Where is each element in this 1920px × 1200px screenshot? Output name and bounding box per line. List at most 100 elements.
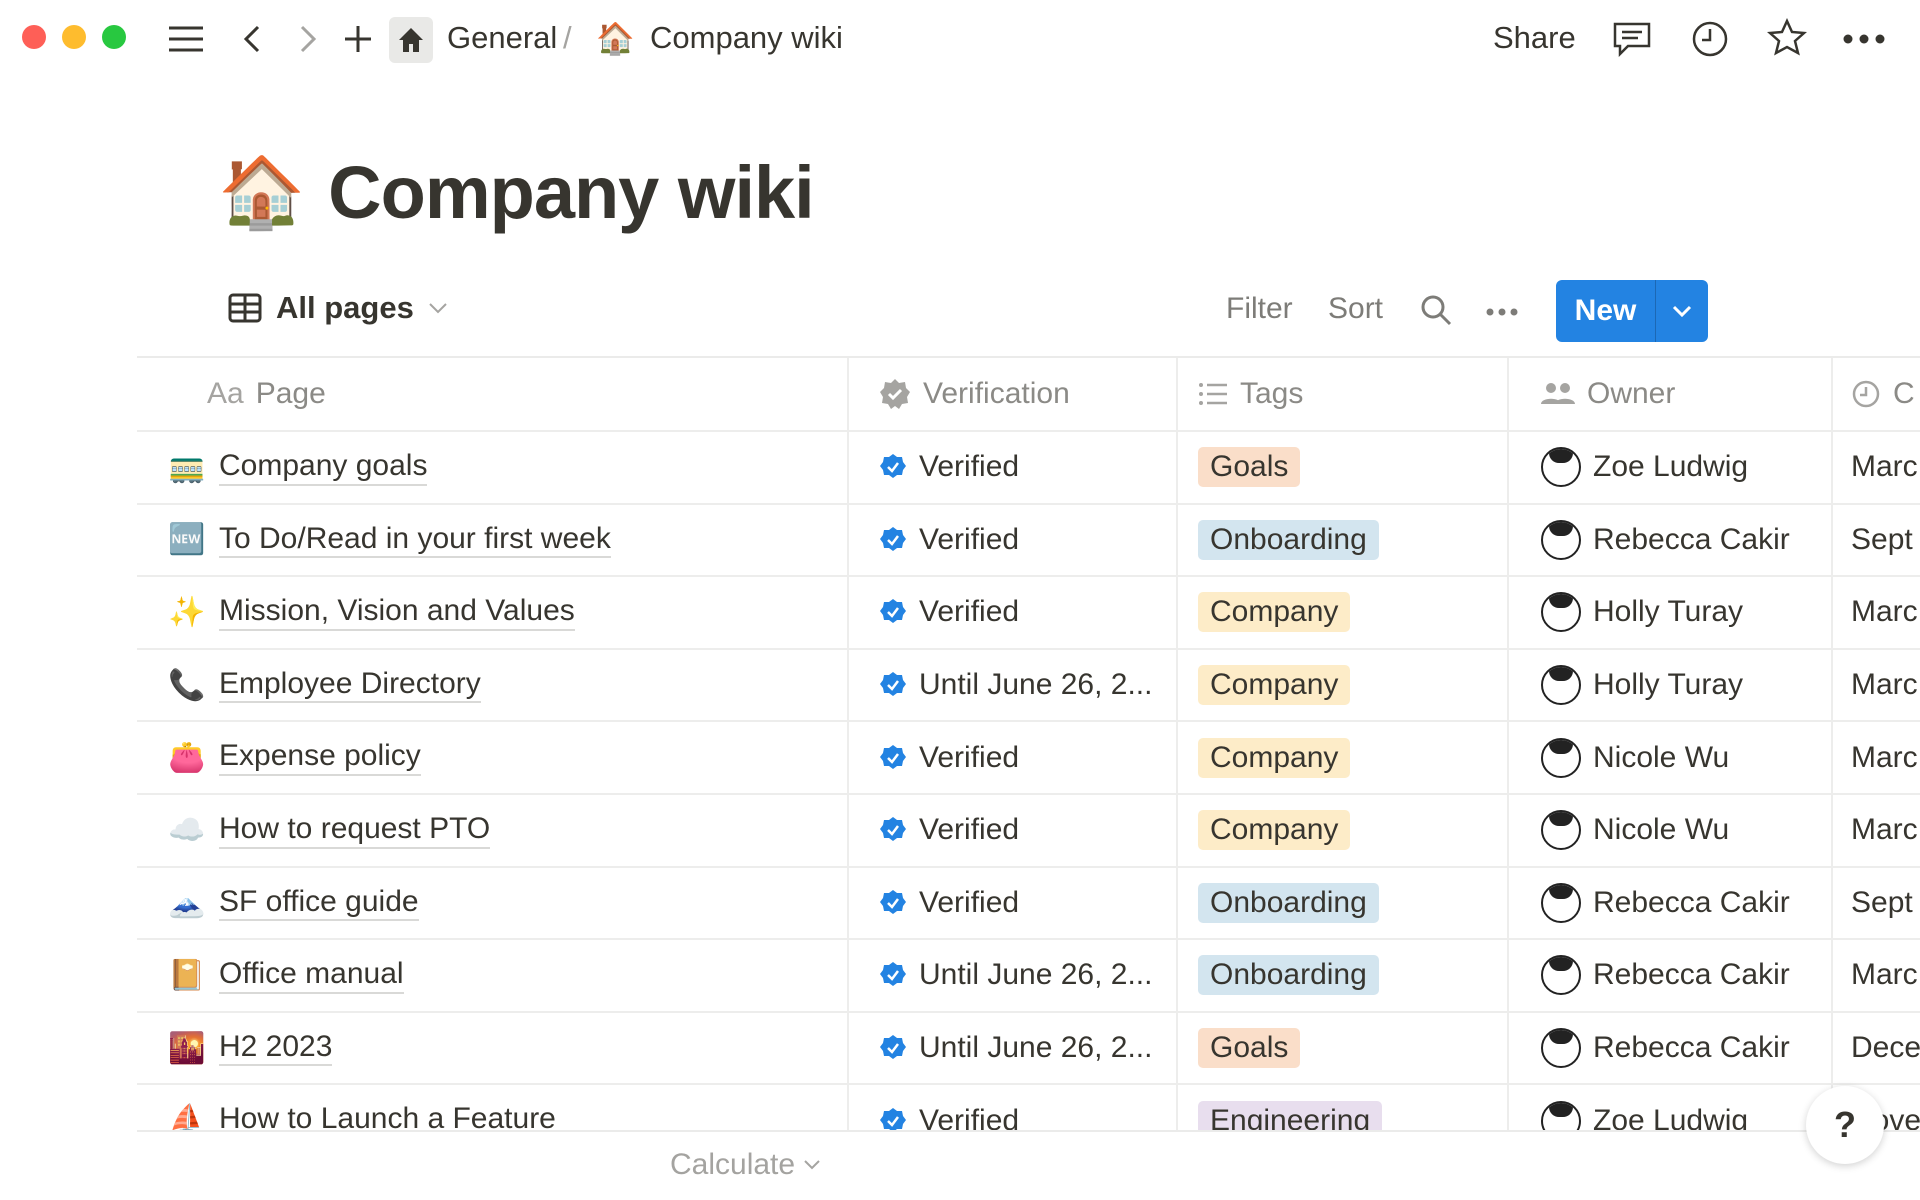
tags-cell[interactable]: Onboarding	[1178, 504, 1509, 576]
owner-cell[interactable]: Zoe Ludwig	[1509, 1085, 1833, 1130]
page-cell[interactable]: 📞 Employee Directory	[137, 649, 849, 721]
page-link[interactable]: Employee Directory	[219, 667, 481, 704]
column-header-owner[interactable]: Owner	[1509, 358, 1833, 430]
table-row[interactable]: ✨ Mission, Vision and Values Verified Com…	[137, 577, 1920, 650]
comments-icon[interactable]	[1612, 20, 1652, 58]
history-clock-icon[interactable]	[1690, 20, 1730, 58]
page-link[interactable]: Expense policy	[219, 739, 421, 776]
owner-cell[interactable]: Nicole Wu	[1509, 794, 1833, 866]
breadcrumb-house-emoji-icon: 🏠	[596, 21, 635, 56]
close-window-button[interactable]	[22, 25, 46, 49]
view-selector[interactable]: All pages	[228, 290, 448, 326]
avatar	[1541, 955, 1581, 996]
view-more-icon[interactable]	[1484, 302, 1520, 322]
page-emoji-house-icon[interactable]: 🏠	[218, 152, 305, 231]
table-row[interactable]: 🚃 Company goals Verified Goals Zoe Ludwig…	[137, 432, 1920, 505]
page-cell[interactable]: 🗻 SF office guide	[137, 867, 849, 939]
column-header-created[interactable]: C	[1833, 358, 1920, 430]
forward-arrow-icon[interactable]	[294, 22, 322, 56]
page-cell[interactable]: 🚃 Company goals	[137, 432, 849, 503]
verification-cell[interactable]: Until June 26, 2...	[849, 1012, 1178, 1084]
page-cell[interactable]: 👛 Expense policy	[137, 722, 849, 793]
owner-cell[interactable]: Zoe Ludwig	[1509, 432, 1833, 503]
home-icon[interactable]	[389, 17, 433, 63]
owner-cell[interactable]: Holly Turay	[1509, 649, 1833, 721]
table-row[interactable]: ☁️ How to request PTO Verified Company Ni…	[137, 794, 1920, 868]
column-header-page[interactable]: Aa Page	[137, 358, 849, 430]
verification-cell[interactable]: Until June 26, 2...	[849, 649, 1178, 721]
verification-cell[interactable]: Verified	[849, 722, 1178, 793]
table-row[interactable]: 🆕 To Do/Read in your first week Verified …	[137, 504, 1920, 578]
owner-cell[interactable]: Nicole Wu	[1509, 722, 1833, 793]
breadcrumb-general[interactable]: General	[447, 20, 558, 55]
tags-cell[interactable]: Onboarding	[1178, 940, 1509, 1011]
minimize-window-button[interactable]	[62, 25, 86, 49]
page-link[interactable]: How to Launch a Feature	[219, 1102, 556, 1130]
page-cell[interactable]: ☁️ How to request PTO	[137, 794, 849, 866]
page-link[interactable]: Mission, Vision and Values	[219, 594, 575, 631]
table-row[interactable]: 📔 Office manual Until June 26, 2... Onboa…	[137, 940, 1920, 1013]
table-row[interactable]: ⛵ How to Launch a Feature Verified Engine…	[137, 1085, 1920, 1130]
tags-cell[interactable]: Goals	[1178, 1012, 1509, 1084]
verification-cell[interactable]: Verified	[849, 794, 1178, 866]
more-options-icon[interactable]	[1842, 26, 1886, 52]
tags-cell[interactable]: Engineering	[1178, 1085, 1509, 1130]
tags-cell[interactable]: Goals	[1178, 432, 1509, 503]
page-link[interactable]: SF office guide	[219, 885, 419, 922]
tags-cell[interactable]: Company	[1178, 649, 1509, 721]
back-arrow-icon[interactable]	[238, 22, 266, 56]
sort-button[interactable]: Sort	[1328, 292, 1384, 325]
page-link[interactable]: H2 2023	[219, 1030, 333, 1067]
page-cell[interactable]: ⛵ How to Launch a Feature	[137, 1085, 849, 1130]
table-row[interactable]: 📞 Employee Directory Until June 26, 2... …	[137, 649, 1920, 723]
page-link[interactable]: Company goals	[219, 449, 428, 486]
new-dropdown-button[interactable]	[1656, 280, 1708, 342]
help-button[interactable]: ?	[1806, 1086, 1884, 1164]
owner-cell[interactable]: Rebecca Cakir	[1509, 867, 1833, 939]
column-header-label: Verification	[923, 377, 1070, 410]
tags-cell[interactable]: Company	[1178, 794, 1509, 866]
multi-select-list-icon	[1199, 383, 1227, 405]
maximize-window-button[interactable]	[102, 25, 126, 49]
sidebar-menu-icon[interactable]	[166, 22, 206, 56]
tags-cell[interactable]: Company	[1178, 577, 1509, 648]
breadcrumb-company-wiki[interactable]: Company wiki	[650, 20, 843, 55]
verification-cell[interactable]: Verified	[849, 577, 1178, 648]
page-link[interactable]: Office manual	[219, 957, 404, 994]
owner-cell[interactable]: Rebecca Cakir	[1509, 1012, 1833, 1084]
owner-cell[interactable]: Rebecca Cakir	[1509, 504, 1833, 576]
verification-cell[interactable]: Verified	[849, 1085, 1178, 1130]
column-header-tags[interactable]: Tags	[1178, 358, 1509, 430]
page-cell[interactable]: 🆕 To Do/Read in your first week	[137, 504, 849, 576]
page-link[interactable]: To Do/Read in your first week	[219, 522, 611, 559]
tags-cell[interactable]: Onboarding	[1178, 867, 1509, 939]
owner-cell[interactable]: Holly Turay	[1509, 577, 1833, 648]
page-title[interactable]: 🏠 Company wiki	[218, 150, 815, 235]
verification-cell[interactable]: Verified	[849, 504, 1178, 576]
new-button-group: New	[1556, 280, 1708, 342]
verification-status: Verified	[919, 740, 1020, 774]
page-cell[interactable]: ✨ Mission, Vision and Values	[137, 577, 849, 648]
filter-button[interactable]: Filter	[1226, 292, 1293, 325]
new-page-plus-icon[interactable]	[340, 22, 376, 56]
page-link[interactable]: How to request PTO	[219, 812, 491, 849]
verification-cell[interactable]: Until June 26, 2...	[849, 940, 1178, 1011]
column-header-verification[interactable]: Verification	[849, 358, 1178, 430]
tags-cell[interactable]: Company	[1178, 722, 1509, 793]
table-row[interactable]: 🌇 H2 2023 Until June 26, 2... Goals Rebec…	[137, 1012, 1920, 1086]
page-cell[interactable]: 🌇 H2 2023	[137, 1012, 849, 1084]
table-row[interactable]: 🗻 SF office guide Verified Onboarding Reb…	[137, 867, 1920, 941]
verification-cell[interactable]: Verified	[849, 432, 1178, 503]
favorite-star-icon[interactable]	[1767, 18, 1807, 58]
created-cell: Marc	[1833, 577, 1920, 648]
table-row[interactable]: 👛 Expense policy Verified Company Nicole …	[137, 722, 1920, 795]
verification-cell[interactable]: Verified	[849, 867, 1178, 939]
page-cell[interactable]: 📔 Office manual	[137, 940, 849, 1011]
new-button[interactable]: New	[1556, 280, 1656, 342]
calculate-button[interactable]: Calculate	[670, 1148, 821, 1182]
share-button[interactable]: Share	[1493, 20, 1576, 55]
search-icon[interactable]	[1418, 292, 1454, 328]
avatar	[1541, 447, 1581, 488]
owner-cell[interactable]: Rebecca Cakir	[1509, 940, 1833, 1011]
verified-badge-icon	[880, 962, 906, 987]
